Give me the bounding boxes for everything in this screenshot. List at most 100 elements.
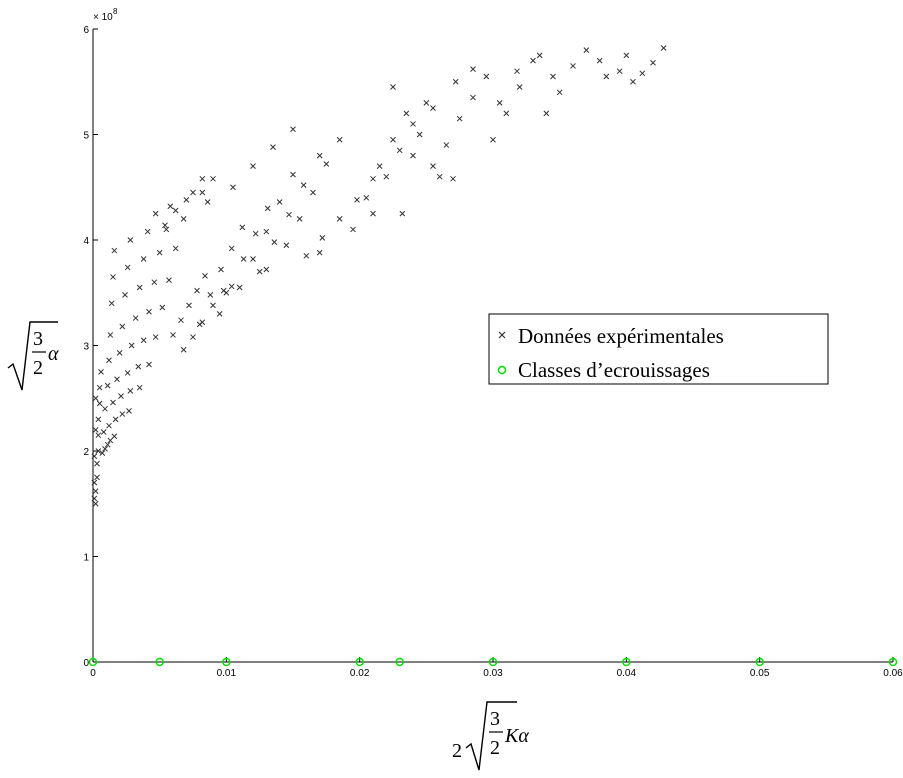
x-tick-label: 0.01 [217, 668, 237, 679]
data-point-experimental [92, 500, 99, 507]
data-point-experimental [336, 216, 343, 222]
data-point-experimental [132, 315, 139, 321]
data-point-experimental [470, 66, 476, 72]
data-point-experimental [190, 334, 196, 340]
data-point-experimental [536, 52, 543, 59]
data-point-experimental [603, 73, 610, 80]
data-point-experimental [204, 199, 211, 205]
data-point-experimental [166, 277, 172, 283]
data-point-experimental [151, 279, 158, 286]
data-point-experimental [104, 441, 111, 448]
data-point-experimental [516, 84, 523, 90]
data-point-experimental [95, 432, 102, 439]
data-point-experimental [178, 317, 184, 324]
data-point-experimental [111, 433, 118, 440]
data-point-experimental [286, 211, 292, 218]
data-point-experimental [303, 252, 310, 259]
data-point-experimental [199, 175, 206, 182]
data-point-experimental [316, 249, 323, 256]
data-point-experimental [210, 175, 216, 182]
data-point-experimental [106, 422, 112, 429]
data-point-experimental [228, 245, 235, 252]
data-point-experimental [430, 163, 436, 170]
data-point-experimental [370, 175, 376, 182]
data-point-experimental [450, 175, 456, 182]
data-point-experimental [107, 332, 114, 338]
data-point-experimental [514, 68, 520, 75]
data-point-experimental [190, 189, 196, 196]
y-tick-label: 0 [83, 658, 89, 669]
y-axis-label: 3 2 α [7, 321, 59, 391]
y-exponent-power: 8 [113, 7, 118, 16]
data-point-experimental [300, 182, 307, 188]
data-point-experimental [390, 136, 396, 143]
data-point-experimental [180, 346, 187, 353]
data-point-experimental [283, 242, 290, 249]
data-point-experimental [92, 395, 99, 402]
data-point-experimental [162, 222, 168, 229]
data-point-experimental [230, 184, 236, 191]
data-point-experimental [270, 144, 276, 151]
data-point-experimental [490, 136, 496, 143]
data-point-experimental [183, 197, 190, 203]
data-point-experimental [156, 249, 163, 256]
x-tick-label: 0.05 [750, 668, 770, 679]
data-point-experimental [310, 189, 316, 196]
data-point-experimental [196, 321, 203, 328]
data-point-experimental [94, 474, 100, 481]
legend: Données expérimentales Classes d’ecrouis… [488, 313, 829, 385]
data-point-experimental [167, 203, 174, 210]
data-point-experimental [218, 266, 224, 273]
legend-marker-experimental [498, 331, 506, 339]
data-point-experimental [102, 446, 108, 452]
x-label-tail: Kα [504, 725, 529, 747]
data-point-experimental [416, 131, 423, 138]
data-point-experimental [119, 323, 126, 330]
data-point-experimental [172, 245, 179, 252]
data-point-experimental [290, 171, 296, 178]
data-point-experimental [396, 147, 403, 154]
data-point-experimental [350, 226, 356, 233]
data-point-class [395, 657, 404, 667]
data-point-experimental [146, 308, 152, 315]
data-point-experimental [96, 400, 103, 407]
data-point-experimental [263, 228, 270, 235]
y-tick-label: 1 [83, 553, 89, 564]
data-point-experimental [172, 207, 179, 214]
data-point-experimental [110, 274, 116, 280]
data-point-experimental [124, 370, 131, 376]
data-point-class [155, 657, 164, 667]
data-point-experimental [99, 450, 106, 456]
data-point-experimental [503, 110, 510, 117]
data-point-experimental [119, 411, 126, 417]
data-point-experimental [135, 363, 142, 370]
data-point-experimental [180, 216, 187, 222]
y-label-numerator: 3 [33, 328, 43, 350]
data-point-experimental [106, 357, 112, 364]
data-point-experimental [556, 89, 563, 96]
data-point-class [755, 657, 764, 667]
data-point-experimental [264, 205, 271, 212]
data-point-experimental [116, 350, 123, 356]
x-label-denominator: 2 [490, 737, 500, 759]
y-tick-label: 4 [83, 236, 89, 247]
data-point-experimental [128, 342, 135, 349]
data-point-experimental [194, 287, 200, 294]
data-point-experimental [92, 488, 99, 494]
data-point-experimental [102, 405, 108, 412]
data-point-class [622, 657, 631, 667]
data-point-experimental [443, 142, 450, 148]
data-point-class [488, 657, 498, 667]
data-point-experimental [376, 163, 383, 170]
data-point-experimental [152, 210, 159, 217]
data-point-experimental [250, 163, 256, 170]
data-point-experimental [240, 256, 247, 262]
data-point-experimental [316, 152, 323, 159]
y-tick-label: 6 [83, 25, 89, 36]
data-point-class [222, 657, 231, 667]
data-point-experimental [112, 416, 119, 423]
y-tick-label: 5 [83, 131, 89, 142]
x-label-coefficient: 2 [452, 740, 462, 762]
data-point-experimental [114, 376, 120, 383]
data-point-experimental [370, 210, 376, 217]
